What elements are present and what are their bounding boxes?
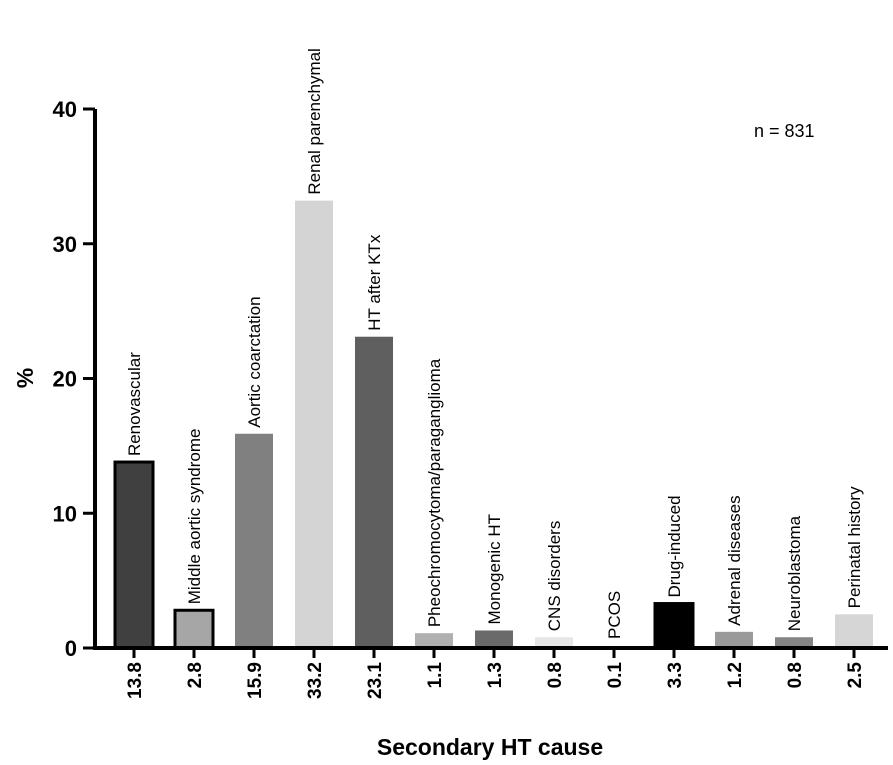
bar (113, 460, 155, 650)
bar-category-label: Middle aortic syndrome (185, 429, 204, 605)
x-tick-value-label: 0.8 (545, 662, 566, 688)
bar (835, 614, 873, 648)
bar (355, 336, 393, 648)
bar-category-label: Neuroblastoma (785, 515, 804, 631)
bar-labels-group: Renovascular Middle aortic syndrome Aortic… (125, 48, 864, 639)
x-tick-value-label: 1.2 (725, 662, 746, 688)
x-tick-value-label: 0.8 (785, 662, 806, 688)
bar (475, 630, 513, 648)
bar-category-label: HT after KTx (365, 234, 384, 331)
bar (653, 602, 695, 650)
bar-category-label: Aortic coarctation (245, 296, 264, 427)
x-tick-value-label: 1.3 (485, 662, 506, 688)
bar-category-label: Perinatal history (845, 486, 864, 608)
bar-category-label: Adrenal diseases (725, 495, 744, 625)
x-tick-value-label: 15.9 (245, 662, 266, 699)
x-tick-value-label: 13.8 (125, 662, 146, 699)
bar (295, 200, 333, 648)
bar-category-label: Pheochromocytoma/paraganglioma (425, 358, 444, 627)
x-tick-value-label: 0.1 (605, 662, 626, 689)
bar-category-label: Renal parenchymal (305, 48, 324, 194)
x-tick-value-label: 2.5 (845, 662, 866, 689)
y-axis-title: % (12, 368, 38, 388)
bar (173, 608, 215, 650)
bar-category-label: Renovascular (125, 352, 144, 456)
x-tick-value-label: 3.3 (665, 662, 686, 688)
y-tick-label: 30 (53, 232, 77, 257)
x-axis-title: Secondary HT cause (377, 734, 603, 760)
y-tick-label: 20 (53, 367, 77, 392)
bar (775, 637, 813, 648)
x-tick-value-label: 23.1 (365, 662, 386, 699)
y-tick-label: 0 (65, 636, 77, 661)
x-tick-value-label: 2.8 (185, 662, 206, 688)
bar-category-label: CNS disorders (545, 521, 564, 632)
bar-category-label: Drug-induced (665, 495, 684, 597)
y-tick-label: 40 (53, 97, 77, 122)
x-tick-value-label: 33.2 (305, 662, 326, 699)
y-tick-label: 10 (53, 501, 77, 526)
bar (715, 631, 753, 648)
sample-size-annotation: n = 831 (754, 121, 815, 141)
bars-group (113, 200, 873, 650)
bar-category-label: PCOS (605, 591, 624, 639)
y-axis-ticks: 0 10 20 30 40 (53, 97, 95, 661)
x-tick-value-label: 1.1 (425, 662, 446, 689)
bar (235, 433, 273, 648)
x-axis-ticks: 13.8 2.8 15.9 33.2 23.1 1.1 1.3 0.8 0.1 3.3 1.2 0.8… (125, 648, 866, 699)
bar (535, 637, 573, 648)
bar-category-label: Monogenic HT (485, 514, 504, 625)
bar (415, 633, 453, 648)
